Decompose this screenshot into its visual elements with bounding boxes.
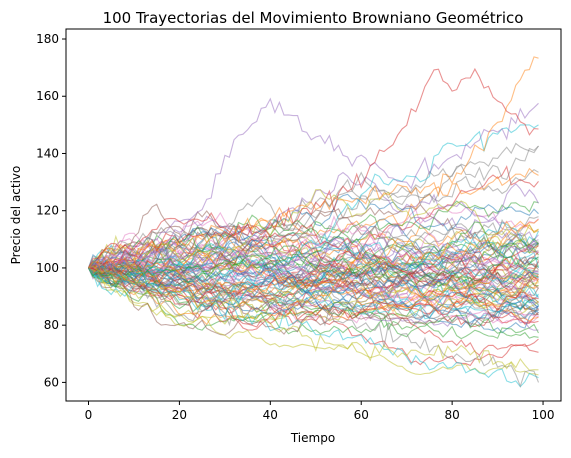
trajectory-line-93 [88, 211, 539, 312]
trajectory-line-54 [88, 171, 539, 272]
trajectory-line-65 [88, 264, 539, 336]
y-tick-label: 80 [44, 318, 59, 332]
x-tick-label: 0 [85, 408, 93, 422]
x-ticks: 0 20 40 60 80 100 [85, 401, 555, 422]
x-tick-label: 100 [532, 408, 555, 422]
trajectory-line-90 [88, 259, 539, 294]
y-ticks: 60 80 100 120 140 160 180 [36, 32, 66, 389]
trajectory-line-80 [88, 267, 539, 317]
trajectory-line-7 [88, 169, 539, 272]
y-tick-label: 120 [36, 204, 59, 218]
x-tick-label: 40 [263, 408, 278, 422]
x-tick-label: 60 [354, 408, 369, 422]
x-tick-label: 20 [172, 408, 187, 422]
trajectory-line-88 [88, 267, 539, 376]
trajectory-line-91 [88, 218, 539, 291]
y-tick-label: 160 [36, 89, 59, 103]
trajectory-line-97 [88, 264, 539, 388]
trajectory-line-76 [88, 234, 539, 325]
y-tick-label: 140 [36, 146, 59, 160]
trajectory-line-96 [88, 56, 539, 276]
trajectory-line-50 [88, 193, 539, 285]
trajectory-line-82 [88, 221, 539, 278]
trajectory-line-72 [88, 235, 539, 287]
paths-layer [87, 56, 540, 388]
trajectory-line-74 [88, 234, 539, 289]
trajectory-line-99 [88, 265, 539, 371]
trajectory-line-98 [88, 267, 540, 388]
y-axis-label: Precio del activo [9, 166, 23, 265]
trajectory-line-95 [88, 67, 539, 272]
y-tick-label: 60 [44, 375, 59, 389]
trajectory-line-92 [88, 239, 539, 288]
y-tick-label: 180 [36, 32, 59, 46]
x-tick-label: 80 [444, 408, 459, 422]
trajectory-line-86 [88, 215, 539, 288]
trajectory-line-94 [88, 97, 539, 269]
chart-title: 100 Trayectorias del Movimiento Brownian… [103, 9, 524, 27]
y-tick-label: 100 [36, 261, 59, 275]
trajectory-line-79 [88, 124, 539, 288]
trajectory-line-64 [88, 183, 539, 284]
x-axis-label: Tiempo [290, 431, 335, 445]
trajectory-line-78 [88, 189, 539, 269]
trajectory-line-87 [88, 264, 539, 322]
trajectory-line-81 [88, 260, 539, 304]
plot-frame [65, 28, 562, 402]
